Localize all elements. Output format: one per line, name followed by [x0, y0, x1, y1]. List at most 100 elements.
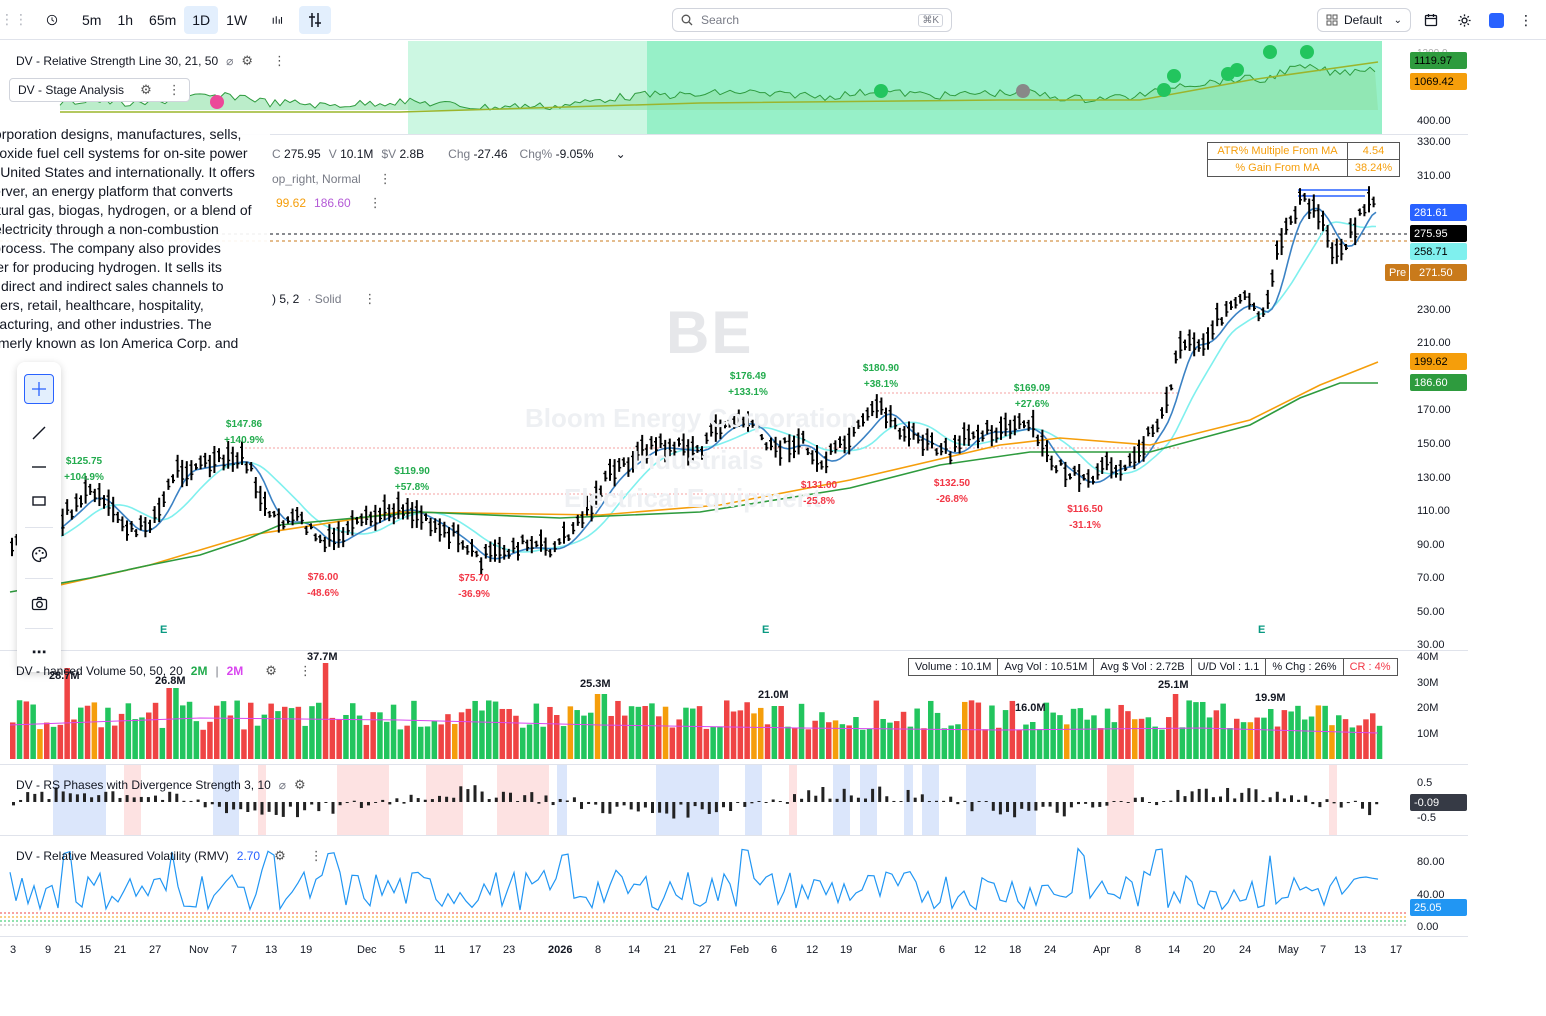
interval-5m[interactable]: 5m — [82, 11, 102, 28]
rs-phases-gear-icon[interactable]: ⚙ — [294, 777, 306, 792]
x-axis-tick: Nov — [189, 944, 209, 956]
interval-1h[interactable]: 1h — [117, 11, 134, 28]
more-menu-icon[interactable]: ⋮ — [1519, 11, 1533, 28]
rs-phases-legend[interactable]: DV - RS Phases with Divergence Strength … — [16, 777, 306, 793]
rmv-legend[interactable]: DV - Relative Measured Volatility (RMV) … — [16, 848, 323, 864]
rs-phase-bar — [729, 802, 733, 812]
interval-1d[interactable]: 1D — [184, 5, 219, 34]
indicator-legend-row-4[interactable]: ) 5, 2 · Solid ⋮ — [272, 291, 376, 307]
close-value: 275.95 — [284, 147, 321, 161]
rs-line-legend[interactable]: DV - Relative Strength Line 30, 21, 50 ⌀… — [16, 53, 286, 69]
volume-bar — [846, 725, 852, 759]
volume-bar — [411, 700, 417, 759]
rs-phase-bar — [267, 802, 271, 812]
rs-phase-bar — [1318, 802, 1322, 808]
sma-price-badge: 258.71 — [1410, 243, 1467, 260]
earnings-marker[interactable]: E — [762, 624, 770, 636]
volume-legend[interactable]: DV - hanced Volume 50, 50, 20 2M | 2M ⚙ … — [16, 663, 312, 679]
x-axis-tick: 3 — [10, 944, 17, 956]
pane-separator[interactable] — [0, 835, 1468, 836]
price-tick: 150.00 — [1417, 438, 1451, 450]
rs-phase-bar — [146, 797, 150, 802]
camera-icon[interactable] — [24, 588, 54, 618]
indicator-legend-row-2[interactable]: op_right, Normal ⋮ — [272, 171, 392, 187]
volume-bar — [649, 703, 655, 759]
top-toolbar: ⋮⋮ 5m 1h 65m 1D 1W — [0, 0, 1546, 40]
horizontal-line-icon[interactable] — [24, 452, 54, 482]
rs-settings-gear-icon[interactable]: ⚙ — [241, 53, 254, 68]
rs-phase-band — [860, 765, 877, 835]
calendar-icon[interactable] — [1424, 8, 1438, 32]
interval-65m[interactable]: 65m — [149, 11, 177, 28]
rmv-tick: 80.00 — [1417, 856, 1445, 868]
volume-bar — [486, 700, 492, 759]
palette-icon[interactable] — [24, 539, 54, 569]
rs-phase-bar — [317, 802, 321, 812]
toolbar-divider — [25, 527, 53, 528]
rs-phase-bar — [1006, 802, 1009, 812]
indicator-3-more-icon[interactable]: ⋮ — [368, 195, 382, 210]
rs-phase-bar — [530, 792, 534, 802]
volume-settings-gear-icon[interactable]: ⚙ — [265, 663, 277, 678]
rs-phases-hide-icon[interactable]: ⌀ — [278, 778, 287, 792]
clock-icon[interactable] — [38, 6, 66, 34]
volume-bar — [23, 701, 30, 759]
price-tick: 230.00 — [1417, 304, 1451, 316]
earnings-marker[interactable]: E — [1258, 624, 1266, 636]
pane-separator[interactable] — [0, 764, 1468, 765]
bar-chart-icon[interactable] — [263, 6, 291, 34]
indicator-legend-row-3[interactable]: 99.62 186.60 ⋮ — [276, 195, 382, 211]
rmv-more-icon[interactable]: ⋮ — [309, 848, 323, 863]
rs-phase-bar — [1041, 802, 1045, 807]
rs-phase-bar — [1311, 802, 1315, 805]
rs-badge-orange: 1069.42 — [1410, 73, 1467, 90]
trend-line-icon[interactable] — [24, 418, 54, 448]
rectangle-icon[interactable] — [24, 486, 54, 516]
rs-phase-bar — [1204, 788, 1208, 802]
stage-settings-gear-icon[interactable]: ⚙ — [140, 82, 152, 97]
volume-bar — [84, 705, 91, 759]
indicators-icon[interactable] — [299, 5, 332, 34]
earnings-marker[interactable]: E — [160, 624, 168, 636]
settings-gear-icon[interactable] — [1457, 8, 1472, 32]
volume-bar — [465, 708, 472, 759]
volume-bar — [1084, 719, 1090, 759]
rs-phase-bar — [1119, 801, 1123, 802]
rs-phase-bar — [388, 802, 392, 805]
hide-icon[interactable]: ⌀ — [226, 54, 234, 68]
stage-analysis-legend[interactable]: DV - Stage Analysis ⚙ ⋮ — [9, 78, 190, 102]
pane-separator[interactable] — [0, 936, 1468, 937]
layout-select[interactable]: Default ⌄ — [1317, 8, 1411, 32]
volume-bar — [1370, 713, 1376, 759]
indicator-2-more-icon[interactable]: ⋮ — [378, 171, 392, 186]
more-tools-icon[interactable]: ⋯ — [31, 644, 47, 661]
rs-phase-bar — [743, 802, 747, 807]
volume-peak-label: 21.0M — [758, 689, 789, 701]
ma50-line — [59, 361, 1379, 586]
stage-more-icon[interactable]: ⋮ — [167, 82, 181, 97]
crosshair-icon[interactable] — [24, 374, 54, 404]
rs-more-icon[interactable]: ⋮ — [273, 53, 287, 68]
legend-collapse-chevron-icon[interactable]: ⌄ — [615, 147, 626, 161]
volume-bar — [431, 720, 438, 759]
rs-phase-bar — [132, 797, 136, 802]
volume-bar — [220, 701, 227, 759]
volume-bar — [941, 728, 948, 759]
rs-phase-bar — [949, 796, 953, 802]
pane-separator[interactable] — [0, 650, 1468, 651]
rs-phase-bar — [83, 793, 86, 802]
indicator-4-more-icon[interactable]: ⋮ — [363, 291, 377, 306]
color-theme-icon[interactable] — [1489, 8, 1504, 32]
rs-phase-bar — [168, 791, 172, 802]
drag-handle-icon[interactable]: ⋮⋮ — [0, 11, 28, 27]
interval-1w[interactable]: 1W — [226, 11, 248, 28]
search-input[interactable]: Search ⌘K — [672, 8, 952, 32]
rs-phase-bar — [608, 802, 612, 814]
rmv-settings-gear-icon[interactable]: ⚙ — [274, 848, 286, 863]
x-axis-tick: 11 — [434, 944, 446, 956]
volume-more-icon[interactable]: ⋮ — [298, 663, 312, 678]
pane-separator[interactable] — [0, 134, 1468, 135]
volume-bar — [1077, 708, 1084, 759]
rs-phase-tick: 0.5 — [1417, 777, 1433, 789]
